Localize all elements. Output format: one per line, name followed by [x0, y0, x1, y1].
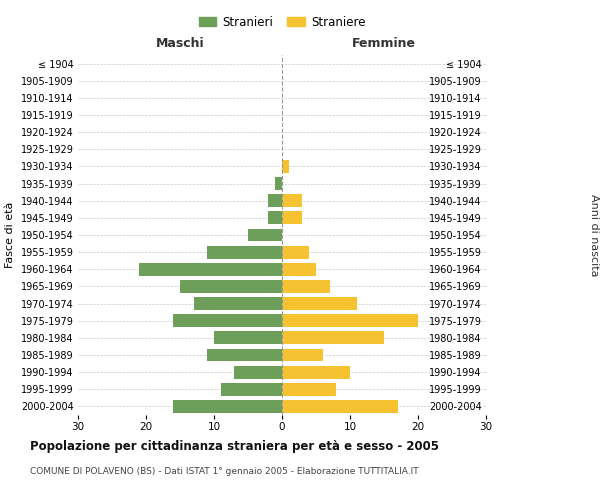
Bar	[214, 332, 282, 344]
Text: Femmine: Femmine	[352, 37, 416, 50]
Y-axis label: Fasce di età: Fasce di età	[5, 202, 16, 268]
Bar	[282, 160, 289, 173]
Bar	[207, 348, 282, 362]
Bar	[248, 228, 282, 241]
Bar	[139, 263, 282, 276]
Text: Anni di nascita: Anni di nascita	[589, 194, 599, 276]
Bar	[194, 297, 282, 310]
Bar	[282, 194, 302, 207]
Text: COMUNE DI POLAVENO (BS) - Dati ISTAT 1° gennaio 2005 - Elaborazione TUTTITALIA.I: COMUNE DI POLAVENO (BS) - Dati ISTAT 1° …	[30, 468, 419, 476]
Bar	[268, 194, 282, 207]
Bar	[282, 383, 337, 396]
Bar	[221, 383, 282, 396]
Bar	[282, 366, 350, 378]
Bar	[282, 314, 418, 327]
Text: Popolazione per cittadinanza straniera per età e sesso - 2005: Popolazione per cittadinanza straniera p…	[30, 440, 439, 453]
Bar	[282, 400, 398, 413]
Bar	[173, 314, 282, 327]
Bar	[282, 212, 302, 224]
Bar	[282, 280, 329, 293]
Legend: Stranieri, Straniere: Stranieri, Straniere	[194, 11, 370, 34]
Bar	[275, 177, 282, 190]
Bar	[282, 348, 323, 362]
Bar	[282, 297, 357, 310]
Bar	[235, 366, 282, 378]
Bar	[282, 332, 384, 344]
Text: Maschi: Maschi	[155, 37, 205, 50]
Bar	[173, 400, 282, 413]
Bar	[207, 246, 282, 258]
Bar	[180, 280, 282, 293]
Bar	[268, 212, 282, 224]
Bar	[282, 263, 316, 276]
Bar	[282, 246, 309, 258]
